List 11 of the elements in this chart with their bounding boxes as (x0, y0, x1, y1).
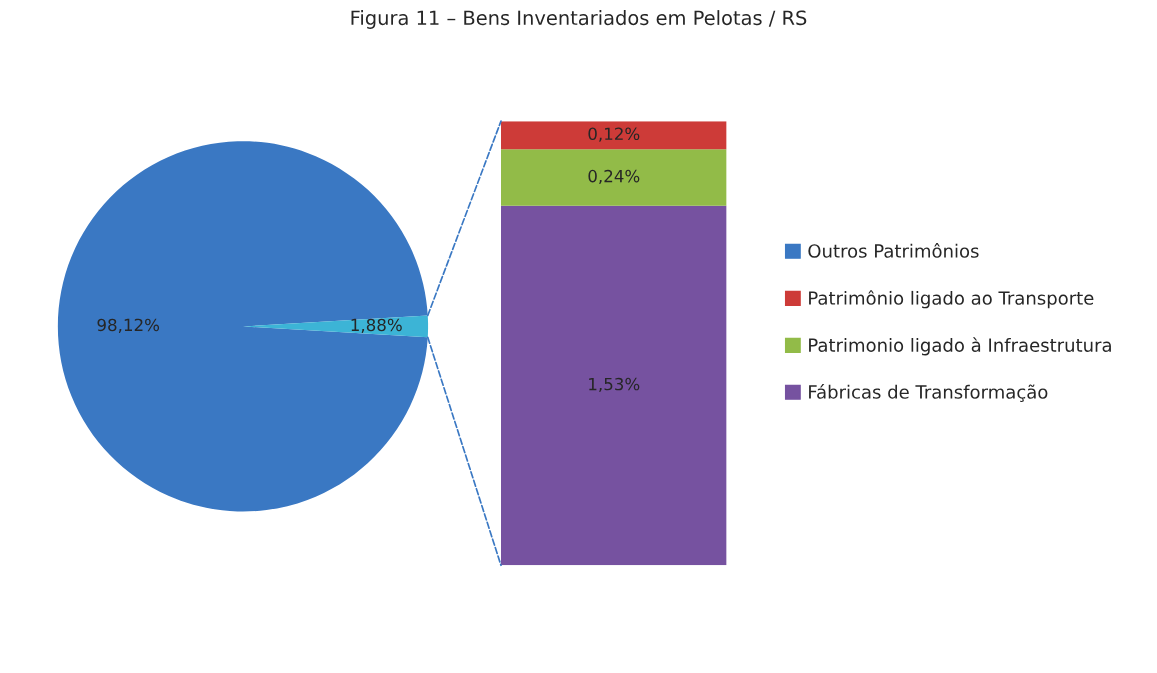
data-label: 0,24% (588, 169, 640, 185)
legend-label: Patrimônio ligado ao Transporte (809, 290, 1094, 309)
data-label: 98,12% (97, 318, 160, 333)
legend-label: Outros Patrimônios (808, 243, 979, 258)
data-label: 1,53% (589, 377, 640, 393)
data-label: 0,12% (588, 127, 640, 142)
chart-title: Figura 11 – Bens Inventariados em Pelotas / RS (351, 10, 807, 29)
data-label: 1,88% (351, 318, 402, 333)
legend-label: Patrimonio ligado à Infraestrutura (809, 337, 1111, 356)
pie-slice (242, 315, 429, 338)
legend-label: Fábricas de Transformação (809, 384, 1048, 402)
